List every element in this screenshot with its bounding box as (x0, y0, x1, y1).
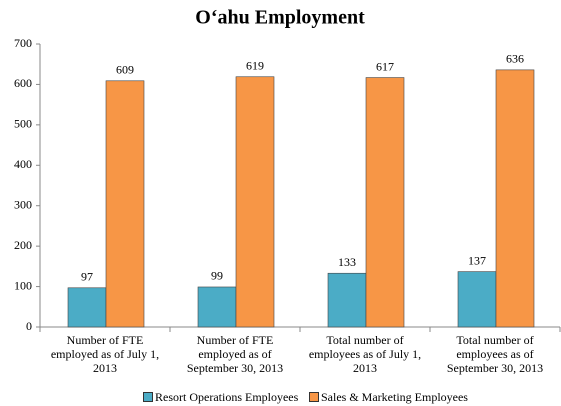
y-tick-label: 300 (14, 197, 32, 211)
x-tick-label: Total number of employees as of Septembe… (446, 333, 544, 375)
data-label: 133 (338, 255, 356, 269)
x-tick-label: Number of FTE employed as of September 3… (186, 333, 284, 375)
data-label: 617 (376, 59, 394, 73)
bar (197, 286, 237, 328)
bar (365, 77, 405, 328)
y-tick-label: 200 (14, 238, 32, 252)
bar (327, 272, 367, 328)
data-label: 619 (246, 58, 264, 72)
y-tick-label: 100 (14, 278, 32, 292)
chart-title: O‘ahu Employment (195, 7, 365, 29)
legend-swatch (309, 392, 319, 402)
bar (235, 76, 275, 328)
bar (105, 80, 145, 328)
bar (495, 69, 535, 328)
bar (457, 271, 497, 328)
y-tick-label: 400 (14, 157, 32, 171)
legend-label: Resort Operations Employees (155, 390, 299, 404)
data-label: 609 (116, 63, 134, 77)
y-tick-label: 500 (14, 117, 32, 131)
y-tick-label: 700 (14, 36, 32, 50)
x-tick-label: Total number of employees as of July 1, … (308, 333, 422, 375)
data-label: 137 (468, 253, 486, 267)
y-tick-label: 600 (14, 76, 32, 90)
data-label: 99 (211, 269, 223, 283)
data-label: 636 (506, 52, 524, 66)
legend-item: Sales & Marketing Employees (309, 390, 468, 405)
legend-label: Sales & Marketing Employees (321, 390, 468, 404)
data-label: 97 (81, 270, 93, 284)
bar (67, 287, 107, 328)
y-tick-label: 0 (26, 319, 32, 333)
legend-item: Resort Operations Employees (143, 390, 298, 405)
x-tick-label: Number of FTE employed as of July 1, 201… (50, 333, 160, 375)
legend-swatch (143, 392, 153, 402)
